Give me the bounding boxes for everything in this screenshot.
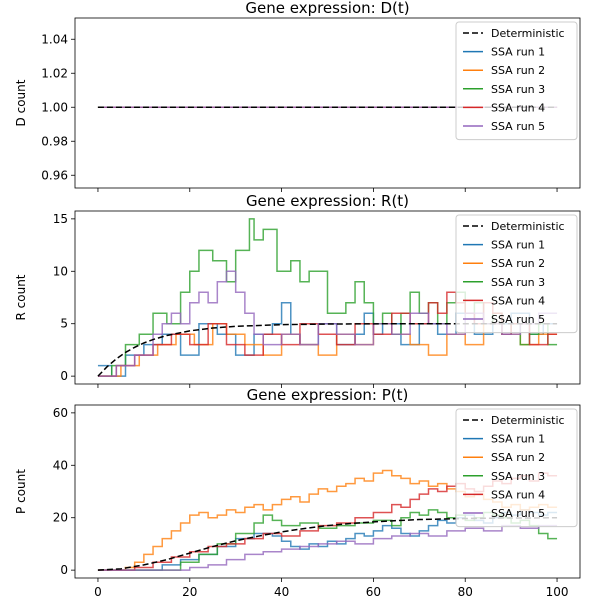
y-tick-label: 20	[53, 511, 68, 525]
legend-label: SSA run 2	[491, 64, 545, 77]
series-line-ssa-run-5	[97, 524, 558, 571]
legend: Deterministic SSA run 1 SSA run 2 SSA run 3…	[455, 214, 578, 334]
legend-label: SSA run 4	[491, 101, 545, 114]
legend-label: SSA run 2	[491, 257, 545, 270]
y-tick-label: 0	[60, 563, 68, 577]
axes-frame	[74, 210, 581, 385]
axes-frame	[74, 17, 581, 189]
series-line-ssa-run-5	[97, 270, 558, 377]
legend-box	[455, 21, 578, 141]
legend-label: SSA run 1	[491, 239, 545, 252]
legend: Deterministic SSA run 1 SSA run 2 SSA run 3…	[455, 408, 578, 528]
legend-label: SSA run 1	[491, 433, 545, 446]
y-tick-label: 40	[53, 458, 68, 472]
chart-title: Gene expression: P(t)	[247, 386, 409, 404]
chart-panel-3: Gene expression: P(t) P count 0 20 40 60 0 20 40…	[14, 386, 581, 599]
legend-label: Deterministic	[491, 220, 565, 233]
chart-title: Gene expression: D(t)	[245, 0, 409, 17]
legend-label: Deterministic	[491, 27, 565, 40]
legend-label: Deterministic	[491, 414, 565, 427]
legend-label: SSA run 1	[491, 46, 545, 59]
y-tick-label: 10	[53, 264, 68, 278]
chart-panel-1: Gene expression: D(t) D count 0.96 0.98 1.00…	[14, 0, 581, 192]
chart-panel-2: Gene expression: R(t) R count 0 5 10 15 Determ…	[14, 192, 581, 388]
x-tick-label: 20	[182, 585, 197, 599]
legend-box	[455, 408, 578, 528]
legend-label: SSA run 5	[491, 507, 545, 520]
legend-label: SSA run 2	[491, 451, 545, 464]
y-tick-label: 1.00	[41, 100, 68, 114]
y-axis-label: R count	[14, 274, 28, 320]
legend-label: SSA run 4	[491, 488, 545, 501]
legend-label: SSA run 5	[491, 313, 545, 326]
legend-label: SSA run 3	[491, 83, 545, 96]
legend-label: SSA run 4	[491, 294, 545, 307]
y-tick-label: 1.04	[41, 32, 68, 46]
legend: Deterministic SSA run 1 SSA run 2 SSA run 3…	[455, 21, 578, 141]
x-tick-label: 100	[546, 585, 569, 599]
legend-label: SSA run 3	[491, 470, 545, 483]
x-tick-label: 40	[274, 585, 289, 599]
series-line-deterministic	[97, 322, 558, 377]
y-tick-label: 0.98	[41, 134, 68, 148]
y-axis-label: D count	[14, 79, 28, 126]
y-tick-label: 15	[53, 212, 68, 226]
y-tick-label: 0	[60, 369, 68, 383]
y-axis-label: P count	[14, 469, 28, 514]
x-tick-label: 0	[94, 585, 102, 599]
plot-area	[97, 218, 558, 377]
legend-label: SSA run 5	[491, 120, 545, 133]
y-tick-label: 0.96	[41, 168, 68, 182]
x-tick-label: 60	[366, 585, 381, 599]
legend-label: SSA run 3	[491, 276, 545, 289]
y-tick-label: 1.02	[41, 66, 68, 80]
y-tick-label: 60	[53, 406, 68, 420]
axes-frame	[74, 404, 581, 579]
chart-title: Gene expression: R(t)	[246, 192, 409, 210]
y-tick-label: 5	[60, 317, 68, 331]
x-tick-label: 80	[458, 585, 473, 599]
legend-box	[455, 214, 578, 334]
